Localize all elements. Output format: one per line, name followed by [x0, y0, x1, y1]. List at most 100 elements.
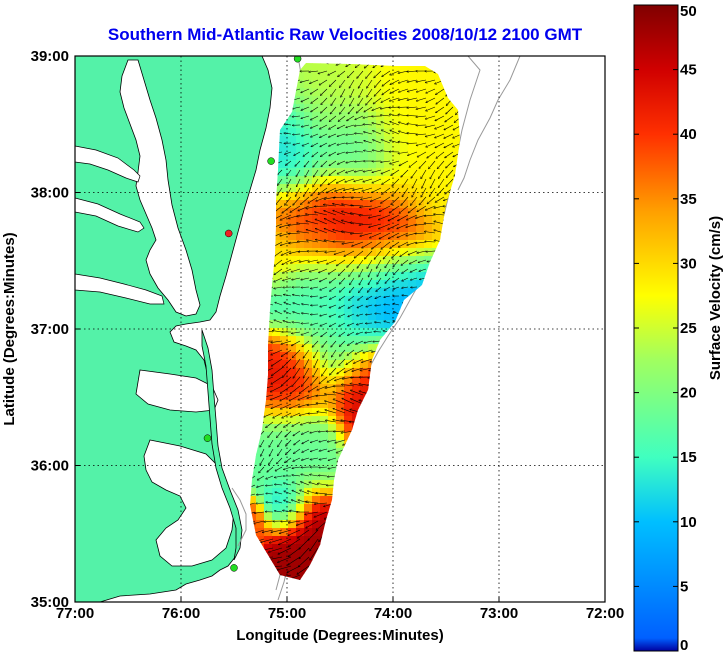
speed-cell — [368, 128, 377, 137]
speed-cell — [256, 520, 265, 529]
velocity-arrow — [418, 259, 427, 263]
velocity-arrow — [264, 521, 274, 522]
speed-cell — [408, 104, 417, 113]
velocity-arrow — [380, 115, 391, 116]
speed-cell — [280, 416, 289, 425]
speed-cell — [320, 264, 329, 273]
speed-cell — [408, 272, 417, 281]
speed-cell — [304, 280, 313, 289]
speed-cell — [288, 128, 297, 137]
velocity-arrow — [381, 97, 391, 102]
velocity-arrow — [319, 439, 328, 442]
velocity-arrow — [381, 140, 391, 144]
speed-cell — [256, 464, 265, 473]
velocity-arrow — [339, 340, 346, 347]
speed-cell — [408, 160, 417, 169]
velocity-arrow — [324, 219, 337, 225]
speed-cell — [280, 344, 289, 353]
velocity-arrow — [342, 241, 355, 244]
velocity-arrow — [390, 140, 400, 144]
velocity-arrow — [399, 205, 409, 213]
speed-cell — [304, 144, 313, 153]
speed-cell — [448, 152, 457, 161]
velocity-arrow — [373, 140, 382, 144]
speed-cell — [408, 216, 417, 225]
speed-cell — [328, 280, 337, 289]
speed-cell — [304, 560, 313, 569]
speed-cell — [328, 224, 337, 233]
speed-cell — [384, 96, 393, 105]
speed-cell — [352, 88, 361, 97]
velocity-arrow — [281, 340, 292, 344]
speed-cell — [304, 96, 313, 105]
velocity-arrow — [283, 466, 292, 470]
velocity-arrow — [278, 439, 283, 447]
speed-cell — [352, 120, 361, 129]
velocity-arrow — [357, 259, 364, 268]
speed-cell — [432, 120, 441, 129]
velocity-arrow — [436, 97, 445, 104]
velocity-arrow — [346, 152, 355, 153]
velocity-arrow — [320, 295, 328, 298]
speed-cell — [368, 144, 377, 153]
speed-cell — [424, 240, 433, 249]
velocity-arrow — [355, 115, 364, 120]
speed-cell — [384, 320, 393, 329]
speed-cell — [368, 304, 377, 313]
velocity-arrow — [410, 196, 418, 205]
velocity-arrow — [308, 259, 319, 262]
speed-cell — [296, 224, 305, 233]
speed-cell — [320, 384, 329, 393]
speed-cell — [272, 360, 281, 369]
speed-cell — [368, 232, 377, 241]
velocity-arrow — [339, 304, 346, 308]
speed-cell — [320, 400, 329, 409]
speed-cell — [280, 248, 289, 257]
speed-cell — [272, 248, 281, 257]
speed-cell — [288, 296, 297, 305]
speed-cell — [368, 72, 377, 81]
velocity-arrow — [435, 133, 445, 138]
speed-cell — [320, 512, 329, 521]
speed-cell — [256, 504, 265, 513]
speed-cell — [344, 80, 353, 89]
velocity-arrow — [380, 106, 391, 109]
speed-cell — [264, 512, 273, 521]
speed-cell — [368, 80, 377, 89]
land-mainland — [75, 56, 273, 602]
speed-cell — [328, 64, 337, 73]
velocity-arrow — [339, 313, 346, 317]
velocity-arrow — [308, 196, 319, 203]
speed-cell — [360, 312, 369, 321]
velocity-arrow — [435, 196, 445, 202]
velocity-arrow — [282, 367, 292, 377]
velocity-arrow — [360, 205, 373, 207]
speed-cell — [320, 72, 329, 81]
velocity-arrow — [374, 79, 382, 87]
speed-cell — [320, 256, 329, 265]
speed-cell — [280, 312, 289, 321]
speed-cell — [312, 80, 321, 89]
velocity-arrow — [315, 219, 328, 225]
speed-cell — [304, 408, 313, 417]
speed-cell — [328, 128, 337, 137]
velocity-arrow — [263, 412, 274, 417]
speed-cell — [344, 432, 353, 441]
speed-cell — [400, 168, 409, 177]
velocity-arrow — [366, 97, 373, 105]
velocity-arrow — [313, 178, 319, 187]
speed-cell — [424, 216, 433, 225]
velocity-arrow — [281, 376, 292, 386]
speed-cell — [416, 80, 425, 89]
velocity-arrow — [389, 205, 400, 213]
speed-cell — [352, 112, 361, 121]
speed-cell — [288, 384, 297, 393]
speed-cell — [264, 528, 273, 537]
speed-cell — [344, 424, 353, 433]
velocity-arrow — [279, 529, 292, 533]
speed-cell — [272, 440, 281, 449]
speed-cell — [432, 128, 441, 137]
velocity-arrow — [314, 358, 319, 368]
velocity-arrow — [319, 448, 328, 451]
speed-cell — [344, 216, 353, 225]
